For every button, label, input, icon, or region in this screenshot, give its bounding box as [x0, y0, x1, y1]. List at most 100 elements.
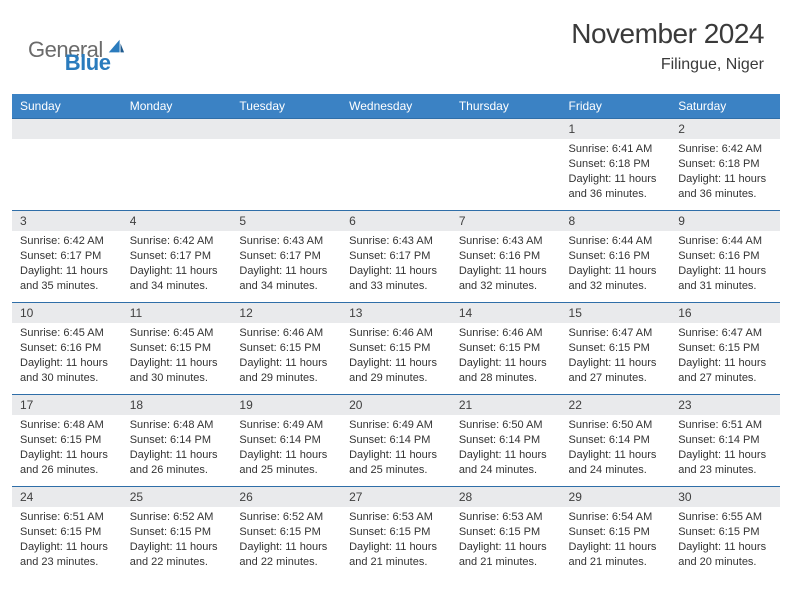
- day-detail: Sunrise: 6:44 AMSunset: 6:16 PMDaylight:…: [670, 231, 780, 299]
- day-detail: Sunrise: 6:53 AMSunset: 6:15 PMDaylight:…: [341, 507, 451, 575]
- calendar-cell: 9Sunrise: 6:44 AMSunset: 6:16 PMDaylight…: [670, 211, 780, 303]
- weekday-header-row: Sunday Monday Tuesday Wednesday Thursday…: [12, 94, 780, 119]
- day-number: 9: [670, 211, 780, 231]
- calendar-row: 3Sunrise: 6:42 AMSunset: 6:17 PMDaylight…: [12, 211, 780, 303]
- day-detail: Sunrise: 6:47 AMSunset: 6:15 PMDaylight:…: [670, 323, 780, 391]
- day-number: 3: [12, 211, 122, 231]
- calendar-row: 1Sunrise: 6:41 AMSunset: 6:18 PMDaylight…: [12, 119, 780, 211]
- weekday-header: Thursday: [451, 94, 561, 119]
- day-detail: Sunrise: 6:50 AMSunset: 6:14 PMDaylight:…: [561, 415, 671, 483]
- weekday-header: Saturday: [670, 94, 780, 119]
- day-detail: Sunrise: 6:51 AMSunset: 6:15 PMDaylight:…: [12, 507, 122, 575]
- day-number: 29: [561, 487, 671, 507]
- day-number: 4: [122, 211, 232, 231]
- calendar-cell: [451, 119, 561, 211]
- calendar-cell: 29Sunrise: 6:54 AMSunset: 6:15 PMDayligh…: [561, 487, 671, 579]
- calendar-cell: 23Sunrise: 6:51 AMSunset: 6:14 PMDayligh…: [670, 395, 780, 487]
- day-number: 16: [670, 303, 780, 323]
- day-detail: Sunrise: 6:51 AMSunset: 6:14 PMDaylight:…: [670, 415, 780, 483]
- calendar-cell: 25Sunrise: 6:52 AMSunset: 6:15 PMDayligh…: [122, 487, 232, 579]
- day-number: 14: [451, 303, 561, 323]
- calendar-cell: 1Sunrise: 6:41 AMSunset: 6:18 PMDaylight…: [561, 119, 671, 211]
- day-number: 12: [231, 303, 341, 323]
- calendar-cell: 2Sunrise: 6:42 AMSunset: 6:18 PMDaylight…: [670, 119, 780, 211]
- day-detail: Sunrise: 6:49 AMSunset: 6:14 PMDaylight:…: [231, 415, 341, 483]
- day-number: 2: [670, 119, 780, 139]
- day-number: 10: [12, 303, 122, 323]
- day-number: 8: [561, 211, 671, 231]
- day-detail: Sunrise: 6:46 AMSunset: 6:15 PMDaylight:…: [231, 323, 341, 391]
- weekday-header: Sunday: [12, 94, 122, 119]
- day-detail: Sunrise: 6:42 AMSunset: 6:18 PMDaylight:…: [670, 139, 780, 207]
- day-number: 7: [451, 211, 561, 231]
- day-detail: Sunrise: 6:43 AMSunset: 6:16 PMDaylight:…: [451, 231, 561, 299]
- calendar-cell: 20Sunrise: 6:49 AMSunset: 6:14 PMDayligh…: [341, 395, 451, 487]
- weekday-header: Tuesday: [231, 94, 341, 119]
- calendar-cell: 3Sunrise: 6:42 AMSunset: 6:17 PMDaylight…: [12, 211, 122, 303]
- calendar-cell: 5Sunrise: 6:43 AMSunset: 6:17 PMDaylight…: [231, 211, 341, 303]
- day-detail: Sunrise: 6:53 AMSunset: 6:15 PMDaylight:…: [451, 507, 561, 575]
- calendar-cell: 30Sunrise: 6:55 AMSunset: 6:15 PMDayligh…: [670, 487, 780, 579]
- day-number: 21: [451, 395, 561, 415]
- calendar-cell: 12Sunrise: 6:46 AMSunset: 6:15 PMDayligh…: [231, 303, 341, 395]
- day-number: 11: [122, 303, 232, 323]
- calendar-table: Sunday Monday Tuesday Wednesday Thursday…: [12, 94, 780, 579]
- calendar-cell: 19Sunrise: 6:49 AMSunset: 6:14 PMDayligh…: [231, 395, 341, 487]
- title-block: November 2024 Filingue, Niger: [571, 18, 764, 74]
- header: General Blue November 2024 Filingue, Nig…: [0, 0, 792, 84]
- day-number: 5: [231, 211, 341, 231]
- calendar-cell: 10Sunrise: 6:45 AMSunset: 6:16 PMDayligh…: [12, 303, 122, 395]
- calendar-cell: 27Sunrise: 6:53 AMSunset: 6:15 PMDayligh…: [341, 487, 451, 579]
- day-detail: Sunrise: 6:45 AMSunset: 6:16 PMDaylight:…: [12, 323, 122, 391]
- calendar-cell: 6Sunrise: 6:43 AMSunset: 6:17 PMDaylight…: [341, 211, 451, 303]
- calendar-cell: 16Sunrise: 6:47 AMSunset: 6:15 PMDayligh…: [670, 303, 780, 395]
- calendar-row: 24Sunrise: 6:51 AMSunset: 6:15 PMDayligh…: [12, 487, 780, 579]
- calendar-cell: [122, 119, 232, 211]
- calendar-cell: 4Sunrise: 6:42 AMSunset: 6:17 PMDaylight…: [122, 211, 232, 303]
- day-number: 28: [451, 487, 561, 507]
- day-detail: Sunrise: 6:41 AMSunset: 6:18 PMDaylight:…: [561, 139, 671, 207]
- logo-text-blue: Blue: [65, 50, 111, 76]
- day-number: 27: [341, 487, 451, 507]
- day-detail: Sunrise: 6:43 AMSunset: 6:17 PMDaylight:…: [341, 231, 451, 299]
- day-number: 24: [12, 487, 122, 507]
- day-number: 25: [122, 487, 232, 507]
- day-detail: Sunrise: 6:55 AMSunset: 6:15 PMDaylight:…: [670, 507, 780, 575]
- calendar-cell: 21Sunrise: 6:50 AMSunset: 6:14 PMDayligh…: [451, 395, 561, 487]
- calendar-cell: 13Sunrise: 6:46 AMSunset: 6:15 PMDayligh…: [341, 303, 451, 395]
- day-detail: Sunrise: 6:42 AMSunset: 6:17 PMDaylight:…: [12, 231, 122, 299]
- logo: General Blue: [28, 24, 110, 76]
- day-detail: Sunrise: 6:43 AMSunset: 6:17 PMDaylight:…: [231, 231, 341, 299]
- day-number: 20: [341, 395, 451, 415]
- day-number: 17: [12, 395, 122, 415]
- calendar-cell: [12, 119, 122, 211]
- calendar-cell: 11Sunrise: 6:45 AMSunset: 6:15 PMDayligh…: [122, 303, 232, 395]
- day-number: 18: [122, 395, 232, 415]
- day-number: 15: [561, 303, 671, 323]
- day-detail: Sunrise: 6:47 AMSunset: 6:15 PMDaylight:…: [561, 323, 671, 391]
- day-detail: Sunrise: 6:48 AMSunset: 6:14 PMDaylight:…: [122, 415, 232, 483]
- calendar-cell: 28Sunrise: 6:53 AMSunset: 6:15 PMDayligh…: [451, 487, 561, 579]
- day-detail: Sunrise: 6:45 AMSunset: 6:15 PMDaylight:…: [122, 323, 232, 391]
- day-detail: Sunrise: 6:42 AMSunset: 6:17 PMDaylight:…: [122, 231, 232, 299]
- calendar-cell: 18Sunrise: 6:48 AMSunset: 6:14 PMDayligh…: [122, 395, 232, 487]
- day-number: 30: [670, 487, 780, 507]
- calendar-body: 1Sunrise: 6:41 AMSunset: 6:18 PMDaylight…: [12, 119, 780, 579]
- weekday-header: Wednesday: [341, 94, 451, 119]
- day-detail: Sunrise: 6:48 AMSunset: 6:15 PMDaylight:…: [12, 415, 122, 483]
- day-number: 22: [561, 395, 671, 415]
- day-detail: Sunrise: 6:52 AMSunset: 6:15 PMDaylight:…: [122, 507, 232, 575]
- calendar-cell: 24Sunrise: 6:51 AMSunset: 6:15 PMDayligh…: [12, 487, 122, 579]
- calendar-cell: 26Sunrise: 6:52 AMSunset: 6:15 PMDayligh…: [231, 487, 341, 579]
- day-number: 6: [341, 211, 451, 231]
- calendar-cell: [341, 119, 451, 211]
- calendar-cell: 15Sunrise: 6:47 AMSunset: 6:15 PMDayligh…: [561, 303, 671, 395]
- calendar-cell: 7Sunrise: 6:43 AMSunset: 6:16 PMDaylight…: [451, 211, 561, 303]
- month-title: November 2024: [571, 18, 764, 50]
- day-detail: Sunrise: 6:49 AMSunset: 6:14 PMDaylight:…: [341, 415, 451, 483]
- day-number: 23: [670, 395, 780, 415]
- day-number: 19: [231, 395, 341, 415]
- weekday-header: Friday: [561, 94, 671, 119]
- calendar-cell: [231, 119, 341, 211]
- calendar-cell: 14Sunrise: 6:46 AMSunset: 6:15 PMDayligh…: [451, 303, 561, 395]
